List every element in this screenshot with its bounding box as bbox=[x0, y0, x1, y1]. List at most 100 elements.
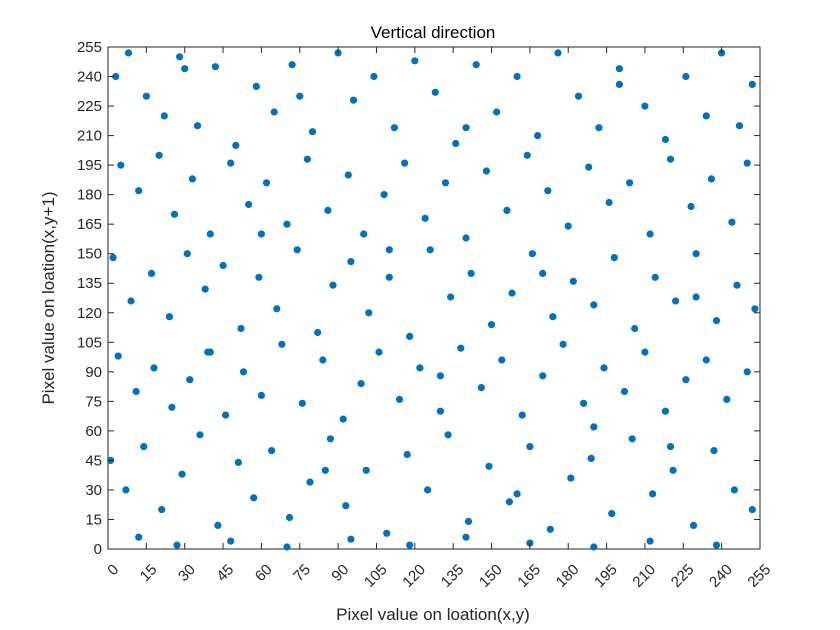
data-point bbox=[303, 155, 311, 163]
data-point bbox=[751, 305, 759, 313]
x-tick-label: 150 bbox=[476, 561, 506, 591]
data-point bbox=[403, 450, 411, 459]
data-point bbox=[748, 506, 756, 514]
data-point bbox=[227, 537, 235, 545]
data-point bbox=[370, 72, 378, 81]
data-point bbox=[365, 309, 373, 317]
data-point bbox=[436, 407, 444, 415]
data-point bbox=[539, 269, 547, 277]
y-tick-label: 195 bbox=[77, 157, 102, 174]
data-point bbox=[214, 521, 222, 530]
data-point bbox=[160, 112, 168, 120]
y-tick-label: 240 bbox=[77, 69, 102, 86]
y-tick-label: 135 bbox=[77, 275, 102, 292]
data-point bbox=[567, 474, 575, 482]
data-point bbox=[178, 470, 186, 478]
data-point bbox=[255, 273, 263, 281]
y-tick-label: 15 bbox=[85, 511, 102, 528]
data-point bbox=[710, 447, 718, 455]
data-point bbox=[278, 340, 286, 348]
data-point bbox=[193, 122, 202, 130]
x-tick-label: 195 bbox=[591, 561, 621, 591]
data-point bbox=[385, 246, 393, 254]
data-point bbox=[628, 435, 636, 443]
data-point bbox=[590, 423, 598, 431]
data-point bbox=[702, 112, 710, 120]
data-point bbox=[219, 261, 227, 270]
data-point bbox=[485, 462, 493, 470]
data-point bbox=[237, 324, 245, 333]
data-point bbox=[505, 498, 513, 506]
y-tick-label: 120 bbox=[77, 305, 102, 322]
data-point bbox=[385, 273, 393, 281]
data-point bbox=[344, 171, 352, 179]
data-point bbox=[262, 179, 271, 187]
data-point bbox=[196, 431, 204, 439]
data-point bbox=[122, 486, 130, 494]
data-point bbox=[211, 63, 219, 71]
data-point bbox=[712, 541, 721, 549]
data-point bbox=[661, 135, 670, 144]
data-point bbox=[285, 513, 294, 522]
data-point bbox=[477, 384, 485, 392]
data-point bbox=[528, 250, 537, 258]
data-point bbox=[140, 443, 148, 451]
plot-area bbox=[107, 46, 761, 550]
data-point bbox=[117, 161, 125, 169]
data-point bbox=[173, 541, 181, 549]
data-point bbox=[462, 124, 470, 132]
data-point bbox=[585, 163, 593, 171]
data-point bbox=[464, 517, 473, 526]
y-tick-label: 0 bbox=[94, 541, 102, 558]
data-point bbox=[682, 376, 690, 384]
data-point bbox=[441, 179, 450, 187]
data-point bbox=[580, 399, 588, 407]
data-point bbox=[605, 198, 613, 207]
y-tick-label: 255 bbox=[77, 39, 102, 56]
data-point bbox=[347, 258, 355, 266]
data-point bbox=[615, 80, 624, 88]
x-axis-ticks: 0 15 30 45 60 75 90 105 120 135 150 165 180 195 210 225… bbox=[104, 47, 774, 591]
data-point bbox=[646, 537, 654, 545]
data-point bbox=[608, 509, 616, 518]
data-point bbox=[395, 395, 404, 403]
data-point bbox=[308, 128, 317, 136]
data-point bbox=[124, 49, 133, 57]
data-point bbox=[283, 220, 291, 228]
data-point bbox=[227, 159, 235, 167]
data-point bbox=[406, 541, 414, 549]
data-point bbox=[329, 281, 337, 289]
data-point bbox=[165, 313, 173, 321]
data-point bbox=[426, 246, 434, 254]
data-point bbox=[324, 206, 332, 214]
y-axis-ticks: 0 15 30 45 60 75 90 105 120 135 150 165 180 195 210 225… bbox=[77, 39, 760, 558]
data-point bbox=[503, 206, 511, 214]
data-point bbox=[411, 57, 419, 65]
data-point bbox=[273, 305, 281, 313]
data-point bbox=[360, 230, 368, 238]
data-point bbox=[176, 53, 184, 61]
y-tick-label: 150 bbox=[77, 246, 102, 263]
data-point bbox=[288, 61, 296, 69]
data-point bbox=[283, 543, 291, 551]
data-point bbox=[135, 533, 143, 541]
chart-title: Vertical direction bbox=[371, 23, 496, 42]
data-point bbox=[357, 380, 365, 388]
data-point bbox=[222, 411, 230, 419]
data-point bbox=[390, 124, 398, 132]
data-point bbox=[132, 387, 140, 396]
data-point bbox=[383, 529, 391, 537]
data-point bbox=[626, 179, 634, 187]
y-tick-label: 90 bbox=[85, 364, 102, 381]
data-point bbox=[181, 65, 189, 73]
data-point bbox=[590, 543, 598, 551]
data-point bbox=[539, 372, 547, 380]
y-tick-label: 75 bbox=[85, 393, 102, 410]
data-point bbox=[730, 486, 739, 494]
data-point bbox=[158, 506, 166, 514]
data-point bbox=[526, 443, 534, 451]
data-point bbox=[641, 102, 649, 110]
data-point bbox=[321, 466, 329, 474]
data-point bbox=[631, 324, 639, 333]
data-point bbox=[687, 202, 695, 211]
